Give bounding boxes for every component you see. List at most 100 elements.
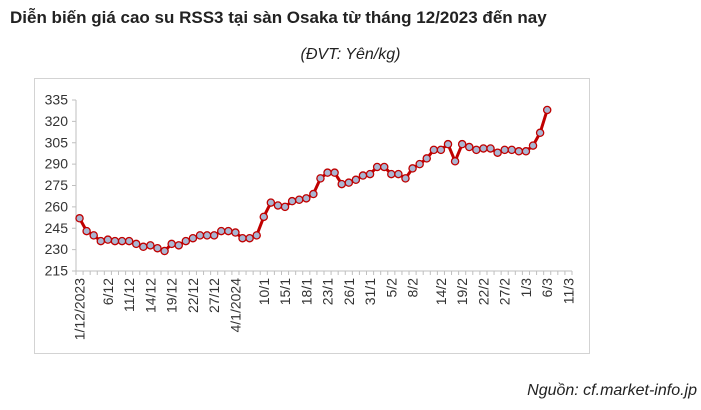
unit-subtitle: (ĐVT: Yên/kg) bbox=[300, 46, 401, 63]
data-point bbox=[507, 145, 517, 155]
data-point bbox=[146, 241, 155, 250]
data-point bbox=[195, 231, 205, 240]
y-tick-label: 320 bbox=[45, 113, 69, 129]
data-point bbox=[231, 228, 240, 237]
data-point bbox=[82, 226, 91, 236]
series-line bbox=[78, 109, 549, 253]
data-point bbox=[500, 145, 509, 155]
y-tick-label: 230 bbox=[45, 241, 69, 257]
data-point bbox=[379, 162, 389, 172]
data-point bbox=[287, 196, 297, 206]
data-point bbox=[337, 179, 346, 189]
x-tick-label: 15/1 bbox=[277, 278, 293, 305]
data-point bbox=[450, 157, 460, 166]
data-point bbox=[514, 147, 524, 156]
data-point bbox=[465, 142, 474, 152]
data-point bbox=[259, 212, 269, 222]
data-point bbox=[280, 202, 290, 212]
y-tick-label: 290 bbox=[45, 156, 69, 172]
data-point bbox=[217, 226, 226, 236]
data-point bbox=[153, 243, 162, 253]
data-point bbox=[238, 233, 247, 243]
data-point bbox=[75, 214, 84, 223]
x-tick-label: 6/3 bbox=[539, 278, 555, 298]
data-point bbox=[181, 236, 191, 246]
data-point bbox=[110, 236, 120, 246]
x-tick-label: 11/3 bbox=[560, 278, 576, 304]
x-tick-label: 8/2 bbox=[405, 278, 421, 298]
chart-frame: 215 230 245 260 275 290 305 320 335 1/12/2023 6/12… bbox=[34, 78, 590, 354]
data-point bbox=[493, 148, 502, 157]
data-point bbox=[394, 169, 403, 179]
x-tick-label: 1/3 bbox=[518, 278, 534, 298]
data-point bbox=[344, 178, 354, 187]
x-tick-label: 23/1 bbox=[320, 278, 336, 305]
data-point bbox=[294, 195, 304, 205]
data-point bbox=[174, 241, 183, 250]
x-tick-label: 22/2 bbox=[475, 278, 491, 305]
data-point bbox=[167, 239, 176, 249]
line-chart: 215 230 245 260 275 290 305 320 335 1/12/2023 6/12… bbox=[45, 92, 577, 341]
data-point bbox=[358, 171, 368, 180]
source-note: Nguồn: cf.market-info.jp bbox=[527, 382, 697, 399]
x-tick-label: 5/2 bbox=[383, 278, 399, 298]
data-point bbox=[408, 164, 417, 173]
data-point bbox=[486, 144, 495, 153]
data-point bbox=[415, 159, 424, 169]
data-point bbox=[479, 144, 488, 153]
data-point bbox=[401, 174, 410, 183]
data-point bbox=[351, 175, 361, 185]
data-point bbox=[521, 147, 531, 156]
y-tick-label: 260 bbox=[45, 198, 69, 214]
data-point bbox=[542, 105, 552, 115]
x-tick-label: 19/2 bbox=[454, 278, 470, 305]
y-tick-label: 245 bbox=[45, 220, 69, 236]
chart-title: Diễn biến giá cao su RSS3 tại sàn Osaka … bbox=[10, 8, 547, 27]
y-tick-label: 275 bbox=[45, 177, 69, 193]
data-point bbox=[436, 145, 446, 155]
x-tick-label: 6/12 bbox=[100, 278, 116, 305]
y-tick-label: 305 bbox=[45, 134, 69, 150]
data-point bbox=[365, 169, 375, 179]
data-point bbox=[528, 141, 538, 150]
data-point bbox=[273, 201, 283, 210]
x-tick-label: 31/1 bbox=[362, 278, 378, 305]
x-tick-label: 18/1 bbox=[298, 278, 314, 305]
x-tick-label: 14/12 bbox=[142, 278, 158, 313]
data-point bbox=[224, 226, 233, 236]
data-point bbox=[330, 168, 339, 177]
data-point bbox=[266, 198, 276, 207]
x-tick-label: 19/12 bbox=[164, 278, 180, 313]
x-tick-label: 11/12 bbox=[121, 278, 137, 312]
data-point bbox=[472, 145, 481, 155]
data-point bbox=[323, 168, 332, 177]
data-point bbox=[309, 189, 318, 199]
data-point bbox=[372, 162, 382, 172]
data-point bbox=[422, 154, 431, 163]
data-point bbox=[103, 235, 113, 244]
data-point bbox=[188, 233, 198, 243]
data-point bbox=[131, 239, 141, 249]
data-point bbox=[124, 236, 134, 246]
data-point bbox=[245, 233, 254, 243]
y-tick-label: 215 bbox=[45, 263, 69, 279]
data-point bbox=[429, 145, 439, 155]
data-point bbox=[139, 242, 148, 252]
data-point bbox=[302, 194, 311, 203]
data-point bbox=[387, 169, 396, 179]
data-point bbox=[89, 231, 98, 240]
x-tick-label: 4/1/2024 bbox=[227, 278, 243, 333]
x-tick-label: 14/2 bbox=[433, 278, 449, 305]
x-tick-label: 22/12 bbox=[185, 278, 201, 313]
data-point bbox=[209, 231, 219, 240]
data-point bbox=[252, 231, 261, 240]
x-tick-label: 27/12 bbox=[206, 278, 222, 313]
data-point bbox=[202, 231, 212, 240]
data-point bbox=[457, 139, 467, 149]
x-tick-label: 27/2 bbox=[497, 278, 513, 305]
data-point bbox=[535, 128, 545, 138]
x-tick-label: 10/1 bbox=[256, 278, 272, 305]
data-point bbox=[443, 139, 453, 149]
x-tick-label: 1/12/2023 bbox=[72, 278, 88, 340]
x-tick-label: 26/1 bbox=[341, 278, 357, 305]
